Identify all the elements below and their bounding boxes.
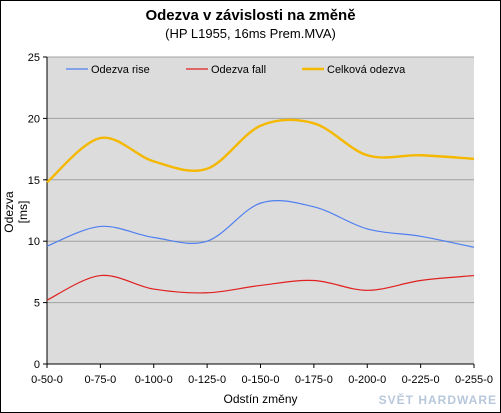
x-tick-label: 0-255-0 bbox=[455, 374, 493, 386]
chart-title: Odezva v závislosti na změně bbox=[145, 7, 356, 24]
x-tick-label: 0-200-0 bbox=[348, 374, 386, 386]
y-tick-label: 5 bbox=[34, 298, 40, 310]
y-tick-label: 10 bbox=[28, 236, 40, 248]
x-tick-label: 0-50-0 bbox=[31, 374, 63, 386]
x-tick-label: 0-150-0 bbox=[242, 374, 280, 386]
legend-label-celkov-odezva: Celková odezva bbox=[327, 64, 406, 76]
y-tick-label: 0 bbox=[34, 359, 40, 371]
legend-label-odezva-rise: Odezva rise bbox=[91, 64, 150, 76]
y-tick-label: 25 bbox=[28, 52, 40, 64]
plot-area bbox=[47, 57, 474, 364]
x-tick-label: 0-125-0 bbox=[188, 374, 226, 386]
chart-subtitle: (HP L1955, 16ms Prem.MVA) bbox=[165, 26, 336, 41]
axes: 0 5 10 15 20 25 0-50-0 0-75-0 0-100-0 0-125-0 0-15… bbox=[28, 52, 493, 386]
watermark-logo: SVĚT HARDWARE bbox=[378, 393, 497, 407]
grid-lines bbox=[47, 56, 474, 304]
x-tick-label: 0-225-0 bbox=[402, 374, 440, 386]
series-line-odezva-fall bbox=[46, 274, 475, 301]
series-group bbox=[46, 118, 475, 301]
y-tick-label: 20 bbox=[28, 113, 40, 125]
legend-label-odezva-fall: Odezva fall bbox=[211, 64, 266, 76]
x-tick-label: 0-175-0 bbox=[295, 374, 333, 386]
x-axis-label: Odstín změny bbox=[223, 392, 298, 406]
y-tick-label: 15 bbox=[28, 175, 40, 187]
x-tick-label: 0-100-0 bbox=[135, 374, 173, 386]
x-tick-label: 0-75-0 bbox=[84, 374, 116, 386]
series-line-odezva-rise bbox=[46, 200, 475, 248]
series-line-celkov-odezva bbox=[46, 118, 475, 184]
legend: Odezva rise Odezva fall Celková odezva bbox=[66, 64, 406, 76]
